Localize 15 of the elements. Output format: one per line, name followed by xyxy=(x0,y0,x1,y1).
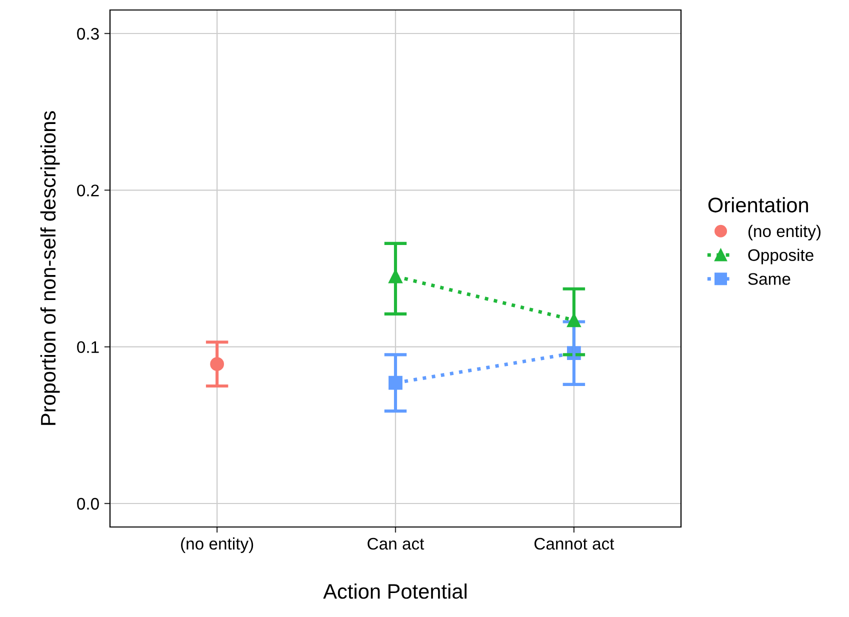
legend-label: Opposite xyxy=(748,248,814,264)
point xyxy=(566,313,581,328)
y-axis-title: Proportion of non-self descriptions xyxy=(40,111,60,425)
x-tick-label: Can act xyxy=(368,538,424,550)
legend-title: Orientation xyxy=(708,197,808,212)
y-tick-label: 0.0 xyxy=(77,498,99,510)
legend-label: (no entity) xyxy=(748,224,820,240)
x-tick-label: (no entity) xyxy=(181,537,254,553)
y-tick-label: 0.2 xyxy=(77,184,99,196)
y-tick-label: 0.1 xyxy=(77,341,99,354)
x-tick-label: Cannot act xyxy=(534,538,614,550)
y-tick-label: 0.3 xyxy=(77,28,99,40)
point xyxy=(210,357,224,372)
legend-label: Same xyxy=(748,273,790,285)
x-axis-title: Action Potential xyxy=(323,584,466,599)
